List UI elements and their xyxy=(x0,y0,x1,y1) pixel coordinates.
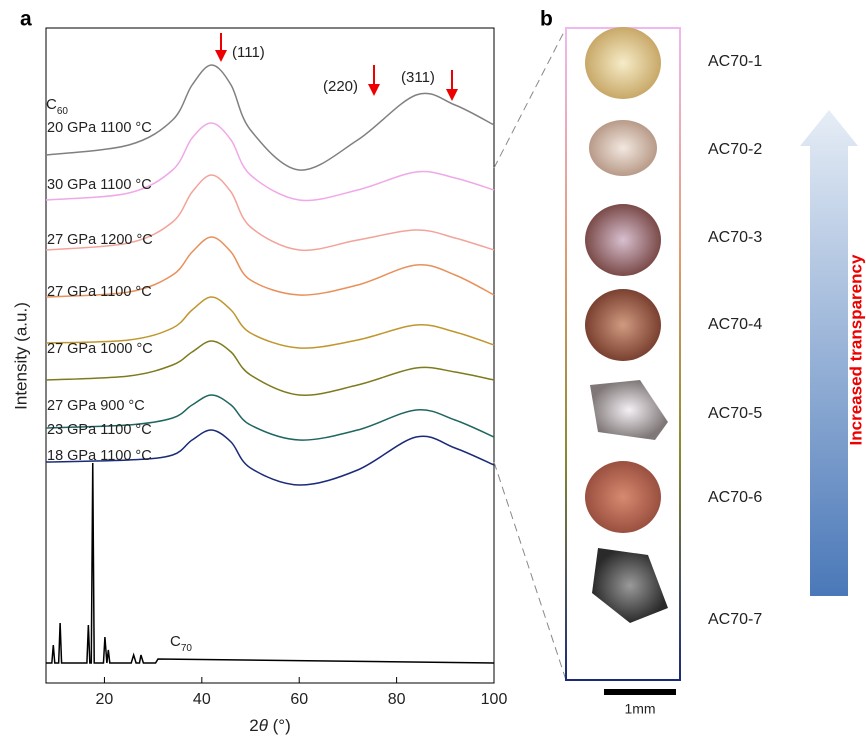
x-axis-label: 2θ (°) xyxy=(249,716,291,735)
pattern-line xyxy=(45,340,495,396)
annotation-sub: 60 xyxy=(57,106,69,117)
annotation-text: (111) xyxy=(232,44,265,61)
pattern-label: 20 GPa 1100 °C xyxy=(47,120,152,136)
x-tick-label: 80 xyxy=(388,691,406,708)
pattern-line xyxy=(45,429,495,486)
sample-label: AC70-4 xyxy=(708,316,762,333)
sample-label: AC70-3 xyxy=(708,229,762,246)
x-tick-label: 20 xyxy=(96,691,114,708)
sample-photo xyxy=(592,548,668,623)
pattern-line xyxy=(45,122,495,202)
sample-photo xyxy=(589,120,657,176)
y-axis-label: Intensity (a.u.) xyxy=(11,302,30,410)
zoom-line xyxy=(493,461,567,681)
transparency-arrow xyxy=(800,110,858,596)
pattern-label: 27 GPa 1200 °C xyxy=(47,232,153,248)
sample-photo xyxy=(585,289,661,361)
pattern-line xyxy=(45,296,495,349)
annotation-text: (220) xyxy=(323,78,358,95)
pattern-label: 27 GPa 1000 °C xyxy=(47,341,153,357)
sample-photo xyxy=(585,27,661,99)
sample-photo xyxy=(585,204,661,276)
pattern-line xyxy=(45,174,495,252)
pattern-line xyxy=(45,236,495,298)
annotation: (111) xyxy=(232,44,265,61)
annotation: C70 xyxy=(170,633,192,654)
x-label-part: (°) xyxy=(268,716,291,735)
pattern-label: 27 GPa 900 °C xyxy=(47,398,145,414)
red-arrows xyxy=(215,33,458,101)
pattern-line xyxy=(45,394,495,441)
sample-photo xyxy=(590,380,668,440)
annotation: (220) xyxy=(323,78,358,95)
scale-bar xyxy=(604,689,676,695)
annotation: (311) xyxy=(401,69,435,86)
pattern-label: 27 GPa 1100 °C xyxy=(47,284,152,300)
plot-frame xyxy=(45,27,495,684)
x-label-part: 2 xyxy=(249,716,258,735)
sample-label: AC70-2 xyxy=(708,141,762,158)
sample-photo xyxy=(585,461,661,533)
annotation-sub: 70 xyxy=(181,643,193,654)
pattern-label: 23 GPa 1100 °C xyxy=(47,422,152,438)
annotation-text: C xyxy=(46,96,57,113)
panel-label: a xyxy=(20,8,32,31)
arrow-label: Increased transparency xyxy=(846,254,865,445)
pattern-label: 30 GPa 1100 °C xyxy=(47,177,152,193)
x-tick-label: 100 xyxy=(481,691,508,708)
pattern-line xyxy=(46,462,495,664)
zoom-line xyxy=(493,27,567,169)
sample-label: AC70-1 xyxy=(708,53,762,70)
sample-label: AC70-6 xyxy=(708,489,762,506)
x-tick-label: 60 xyxy=(290,691,308,708)
pattern-label: 18 GPa 1100 °C xyxy=(47,448,152,464)
scale-label: 1mm xyxy=(624,701,655,717)
panel-label: b xyxy=(540,8,553,31)
annotation: C60 xyxy=(46,96,68,117)
annotation-text: (311) xyxy=(401,69,435,86)
pattern-line xyxy=(45,64,495,171)
x-tick-label: 40 xyxy=(193,691,211,708)
sample-label: AC70-7 xyxy=(708,611,762,628)
x-label-part: θ xyxy=(259,716,269,735)
annotation-text: C xyxy=(170,633,181,650)
sample-label: AC70-5 xyxy=(708,405,762,422)
